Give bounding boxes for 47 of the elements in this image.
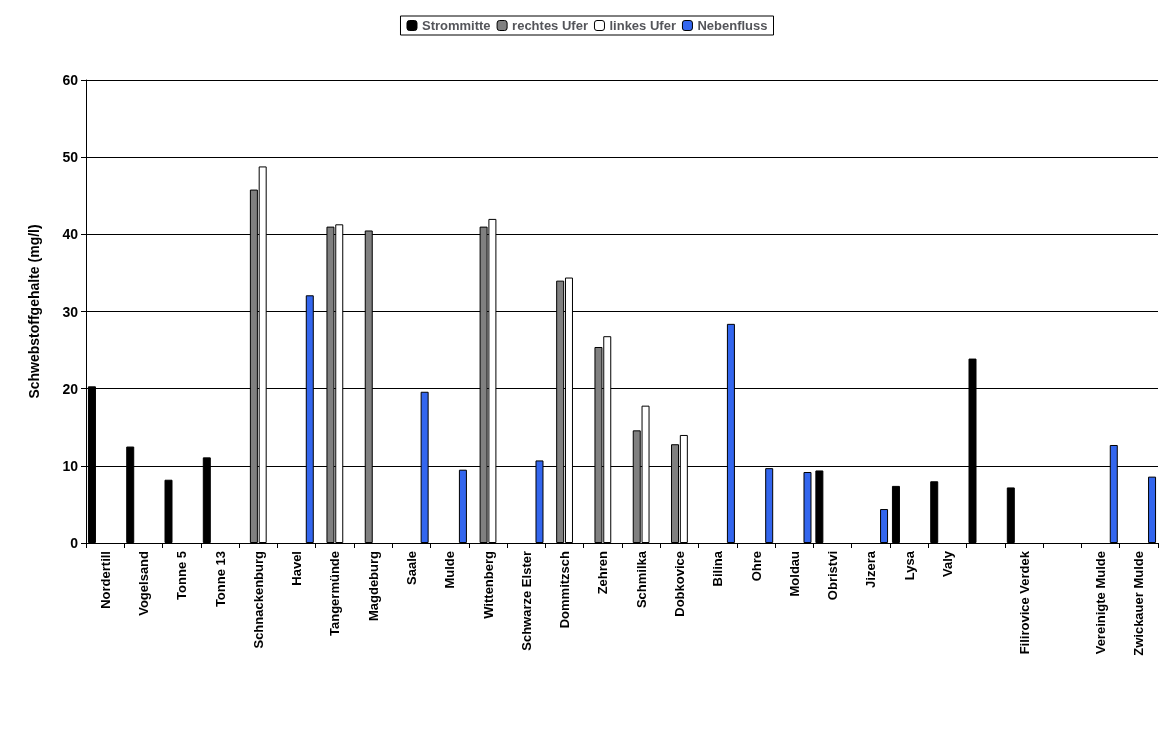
x-tick-label: Tonne 13 — [212, 551, 228, 608]
x-tick-label: Schnackenburg — [250, 550, 266, 649]
legend-label: linkes Ufer — [609, 18, 676, 33]
x-tick-label: Mulde — [442, 551, 458, 589]
x-tick-label: Saale — [403, 551, 419, 585]
bar — [458, 469, 467, 543]
y-tick-label: 60 — [62, 72, 79, 88]
legend-label: rechtes Ufer — [512, 18, 588, 33]
x-tick-label: Ohre — [748, 551, 764, 582]
x-tick-label: Wittenberg — [480, 550, 496, 619]
y-tick-label: 30 — [62, 303, 79, 320]
x-tick-label: Bilina — [710, 550, 726, 587]
x-tick-label: Obristvi — [825, 551, 841, 601]
x-tick-label: Valy — [939, 550, 955, 578]
x-tick-label: Zwickauer Mulde — [1131, 551, 1147, 656]
bar — [1148, 476, 1157, 543]
x-tick-label: Schmilka — [633, 550, 649, 609]
legend-label: Strommitte — [421, 18, 491, 33]
x-tick-label: Tonne 5 — [174, 551, 190, 600]
x-tick-label: Nordertill — [97, 551, 113, 609]
bar — [880, 509, 889, 543]
x-tick-label: Schwarze Elster — [518, 551, 534, 651]
bar — [891, 485, 900, 543]
bar — [164, 479, 173, 543]
y-tick-label: 20 — [62, 380, 79, 397]
x-tick-label: Filirovice Verdek — [1016, 550, 1032, 655]
x-tick-label: Moldau — [786, 550, 802, 597]
y-tick-label: 10 — [62, 457, 79, 474]
y-tick-label: 50 — [62, 149, 79, 166]
x-tick-label: Havel — [289, 551, 305, 586]
y-tick-label: 0 — [70, 535, 79, 551]
x-tick-label: Zehren — [595, 550, 611, 595]
x-tick-label: Lysa — [901, 550, 917, 581]
x-tick-label: Magdeburg — [365, 550, 381, 622]
x-tick-label: Jizera — [863, 550, 879, 588]
x-tick-label: Tangermünde — [327, 551, 343, 636]
x-tick-label: Vogelsand — [135, 550, 151, 616]
bar — [1006, 487, 1015, 543]
bar — [930, 481, 939, 543]
x-tick-label: Dobkovice — [671, 551, 687, 617]
bar — [803, 472, 812, 543]
x-tick-label: Dommitzsch — [557, 550, 573, 629]
legend-label: Nebenfluss — [697, 18, 768, 33]
y-axis-title: Schwebstoffgehalte (mg/l) — [26, 224, 42, 399]
bar — [815, 470, 824, 543]
x-tick-label: Vereinigte Mulde — [1093, 551, 1109, 655]
y-tick-label: 40 — [62, 226, 79, 243]
